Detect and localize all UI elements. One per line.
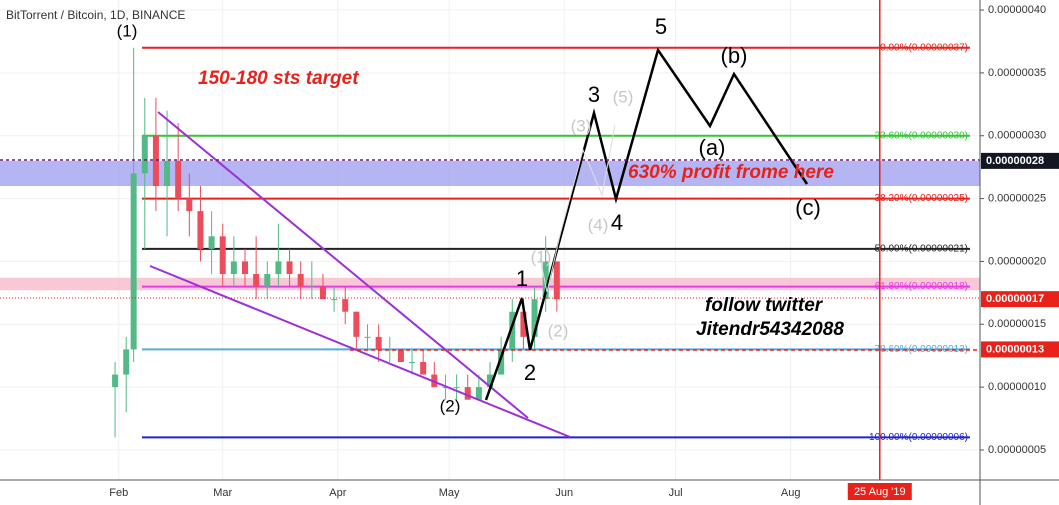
- zone: [0, 160, 980, 187]
- candle-body: [319, 286, 326, 300]
- annotation: follow twitter: [705, 295, 824, 316]
- wave-label: (c): [795, 195, 821, 220]
- candle-body: [208, 236, 215, 249]
- candle-body: [275, 261, 282, 274]
- candle-body: [409, 361, 416, 363]
- candle-body: [152, 135, 159, 187]
- fib-label: 50.00%(0.00000021): [875, 244, 968, 255]
- candle-body: [487, 374, 493, 388]
- price-label: 0.00000013: [986, 343, 1044, 355]
- fib-label: 100.00%(0.00000006): [869, 432, 968, 443]
- candle-body: [308, 286, 315, 288]
- alt-wave-label: (2): [548, 321, 569, 340]
- annotation: 630% profit frome here: [628, 162, 834, 183]
- candle-body: [442, 387, 449, 389]
- candle-body: [197, 211, 204, 249]
- price-label: 0.00000017: [986, 293, 1044, 305]
- y-tick-label: 0.00000005: [988, 444, 1046, 456]
- candle-body: [264, 273, 271, 287]
- y-tick-label: 0.00000040: [988, 4, 1046, 16]
- x-tick-label: Aug: [781, 487, 801, 499]
- fib-label: 0.00%(0.00000037): [880, 42, 968, 53]
- wave-label: (a): [699, 135, 726, 160]
- x-tick-label: Apr: [329, 487, 346, 499]
- candles: [112, 47, 560, 438]
- date-marker-box: [847, 483, 912, 500]
- wave-label: 1: [516, 266, 528, 291]
- y-tick-label: 0.00000010: [988, 381, 1046, 393]
- candle-body: [353, 311, 360, 337]
- y-tick-label: 0.00000020: [988, 255, 1046, 267]
- x-tick-label: Feb: [109, 487, 128, 499]
- wave-label: (1): [117, 21, 138, 40]
- wave-label: 4: [611, 210, 623, 235]
- y-tick-label: 0.00000035: [988, 67, 1046, 79]
- candle-body: [342, 299, 349, 312]
- alt-wave-label: (1): [531, 247, 552, 266]
- candle-body: [130, 173, 137, 350]
- alt-wave-label: (3): [571, 116, 592, 135]
- fib-label: 78.60%(0.00000013): [875, 344, 968, 355]
- candle-body: [364, 336, 371, 338]
- candle-body: [475, 387, 482, 400]
- fib-label: 23.60%(0.00000030): [875, 130, 968, 141]
- candle-body: [498, 349, 505, 375]
- candle-body: [112, 374, 119, 388]
- y-tick-label: 0.00000025: [988, 192, 1046, 204]
- alt-wave-label: (5): [613, 87, 634, 106]
- annotation: 150-180 sts target: [198, 68, 359, 89]
- alt-wave-label: (4): [588, 215, 609, 234]
- fib-label: 38.20%(0.00000025): [875, 193, 968, 204]
- wave-label: 2: [524, 360, 536, 385]
- candle-body: [420, 361, 427, 375]
- wave-label: (b): [721, 43, 748, 68]
- candle-body: [553, 261, 560, 300]
- candle-body: [542, 261, 549, 300]
- candle-body: [331, 299, 338, 301]
- x-tick-label: Jul: [669, 487, 683, 499]
- price-label: 0.00000028: [986, 155, 1044, 167]
- candle-body: [141, 135, 148, 174]
- date-marker-label: 25 Aug '19: [854, 486, 906, 498]
- candle-body: [242, 261, 248, 274]
- candle-body: [453, 387, 460, 389]
- candle-body: [386, 349, 393, 351]
- x-tick-label: May: [439, 487, 460, 499]
- candle-body: [219, 236, 226, 274]
- candle-body: [164, 160, 171, 187]
- candle-body: [230, 261, 237, 274]
- candle-body: [509, 311, 516, 350]
- wave-label: 5: [655, 14, 667, 39]
- candle-body: [123, 349, 130, 375]
- wave-label: (2): [440, 396, 461, 415]
- wave-label: 3: [588, 82, 600, 107]
- fib-levels: 0.00%(0.00000037) 23.60%(0.00000030) 38.20…: [142, 42, 970, 443]
- price-label-box: [981, 341, 1059, 358]
- axes: 0.00000005 0.00000010 0.00000015 0.00000020…: [109, 0, 1059, 500]
- zone: [0, 277, 980, 291]
- candle-body: [186, 198, 193, 212]
- drawings: [0, 47, 980, 438]
- fib-label: 61.80%(0.00000018): [875, 281, 968, 292]
- candle-body: [297, 273, 304, 287]
- candle-body: [520, 311, 527, 337]
- candle-body: [531, 299, 538, 337]
- y-tick-label: 0.00000015: [988, 318, 1046, 330]
- grid: [0, 0, 980, 480]
- price-label-box: [981, 152, 1059, 169]
- candle-body: [375, 336, 382, 350]
- y-tick-label: 0.00000030: [988, 130, 1046, 142]
- x-tick-label: Mar: [213, 487, 232, 499]
- x-tick-label: Jun: [555, 487, 573, 499]
- candle-body: [464, 387, 471, 400]
- candle-body: [253, 273, 260, 287]
- candle-body: [286, 261, 293, 274]
- candle-body: [175, 160, 182, 199]
- price-label-box: [981, 291, 1059, 308]
- chart-title: BitTorrent / Bitcoin, 1D, BINANCE: [6, 8, 185, 22]
- annotation: Jitendr54342088: [696, 319, 844, 340]
- candle-body: [397, 349, 404, 362]
